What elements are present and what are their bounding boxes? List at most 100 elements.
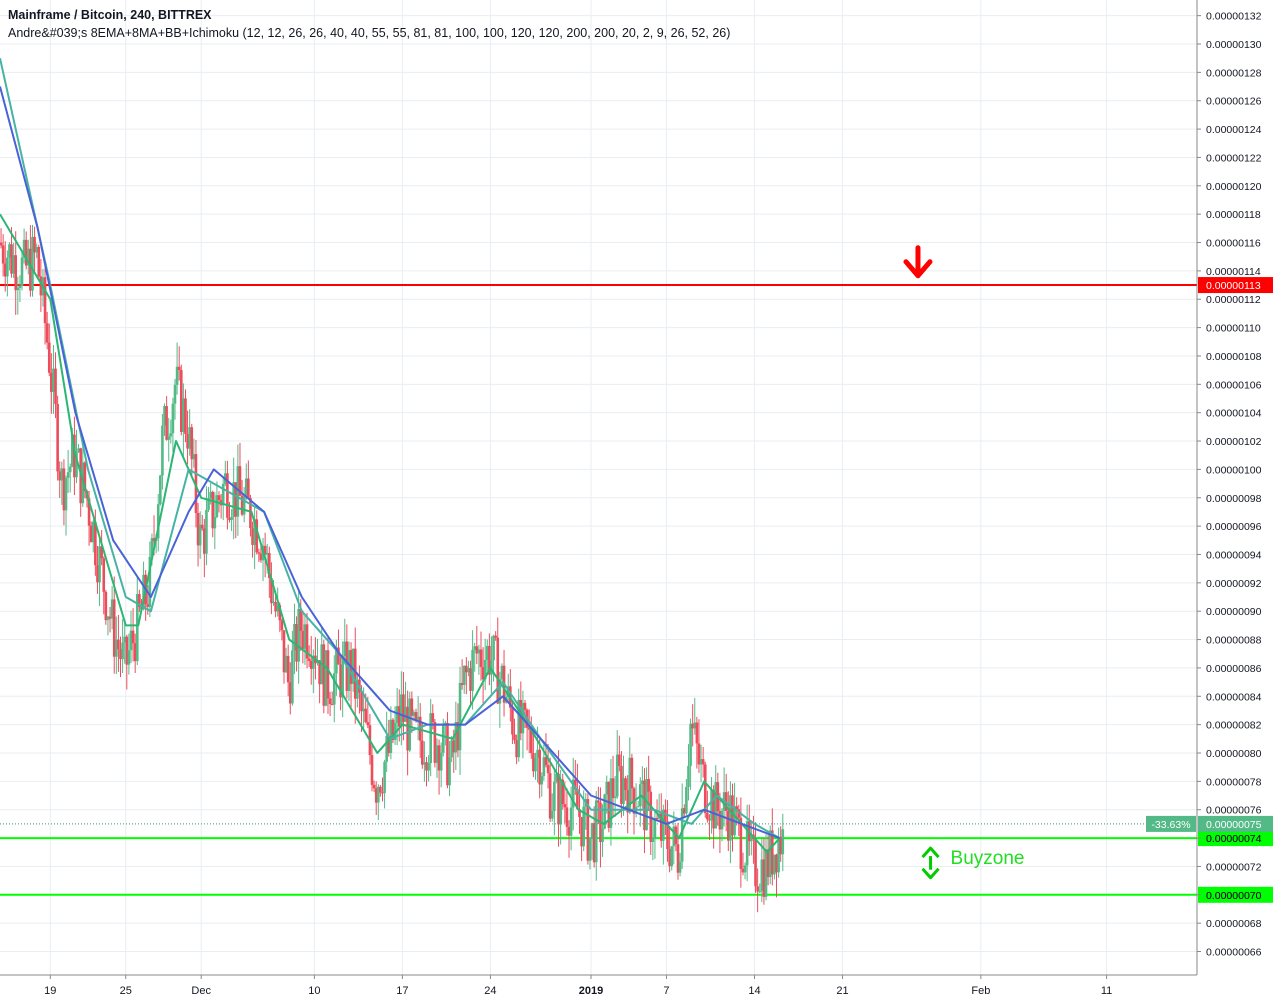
candle-body xyxy=(83,462,87,492)
candle-body xyxy=(682,808,686,814)
candle-body xyxy=(249,497,252,529)
price-tick-label: 0.00000118 xyxy=(1206,209,1261,221)
time-axis[interactable]: 19 25 Dec 10 17 24 2019 7 14 21 Feb 11 xyxy=(0,974,1197,997)
candle-body xyxy=(22,239,26,258)
candle-body xyxy=(299,608,303,631)
candle-body xyxy=(123,636,127,643)
candle-body xyxy=(360,692,363,712)
candle-body xyxy=(540,776,544,785)
indicator-legend[interactable]: Andre&#039;s 8EMA+8MA+BB+Ichimoku (12, 1… xyxy=(8,26,731,40)
candle-body xyxy=(659,813,663,841)
candle-body xyxy=(20,257,24,286)
price-axis[interactable]: 0.00000132 0.00000130 0.00000128 0.00000126… xyxy=(1196,0,1262,975)
candle-body xyxy=(332,673,336,705)
candle-body xyxy=(569,807,573,836)
candle-body xyxy=(251,528,254,545)
candle-body xyxy=(117,639,120,650)
candle-body xyxy=(582,806,585,847)
candle-body xyxy=(135,594,139,662)
candle-body xyxy=(703,764,707,814)
candle-body xyxy=(343,641,347,657)
candle-body xyxy=(636,806,640,808)
candle-body xyxy=(179,370,183,432)
candle-body xyxy=(739,817,743,869)
candle-body xyxy=(56,403,59,472)
candle-body xyxy=(421,740,424,765)
candle-body xyxy=(511,707,514,735)
down-arrow-shape xyxy=(903,245,933,279)
candle-body xyxy=(26,248,30,266)
candle-body xyxy=(754,838,757,887)
candle-body xyxy=(203,528,206,554)
candle-body xyxy=(8,244,11,258)
buyzone-arrow-head-top xyxy=(921,846,940,859)
time-tick-label: 14 xyxy=(748,985,760,997)
support-lower-price-label-bg xyxy=(1198,886,1273,903)
candle-body xyxy=(395,706,399,723)
time-tick-label: 17 xyxy=(396,985,408,997)
current-price-label-bg xyxy=(1198,815,1273,832)
candle-body xyxy=(590,823,594,838)
candle-body xyxy=(741,868,745,873)
candle-body xyxy=(142,574,145,610)
candle-body xyxy=(192,454,196,460)
resistance-price-label-bg xyxy=(1198,277,1273,294)
candle-body xyxy=(469,668,472,691)
candle-body xyxy=(196,512,200,546)
candle-body xyxy=(397,706,401,727)
support-upper-price-label-bg xyxy=(1198,830,1273,847)
candle-body xyxy=(708,819,711,821)
price-tick-label: 0.00000086 xyxy=(1206,663,1262,675)
candle-body xyxy=(131,630,135,644)
candle-body xyxy=(559,779,562,825)
candle-body xyxy=(548,773,552,819)
candle-body xyxy=(372,784,376,789)
candle-body xyxy=(324,650,328,706)
candle-body xyxy=(460,683,464,685)
candle-body xyxy=(406,706,409,751)
candle-body xyxy=(777,836,780,873)
candle-body xyxy=(374,788,378,803)
candle-body xyxy=(695,722,699,744)
candle-body xyxy=(282,630,286,673)
candle-body xyxy=(727,811,730,841)
candle-body xyxy=(775,854,778,873)
candle-body xyxy=(670,846,674,867)
candle-body xyxy=(18,285,22,288)
candle-body xyxy=(764,849,768,897)
candle-body xyxy=(429,713,432,764)
candle-body xyxy=(1,245,5,264)
price-tick-label: 0.00000130 xyxy=(1206,39,1262,51)
candle-body xyxy=(161,425,164,476)
candle-body xyxy=(77,448,80,453)
candle-body xyxy=(24,239,28,266)
candle-body xyxy=(387,736,391,753)
price-tick-label: 0.00000098 xyxy=(1206,493,1262,505)
candle-body xyxy=(50,372,53,392)
candle-body xyxy=(226,473,229,518)
candle-body xyxy=(215,495,219,517)
candle-body xyxy=(10,244,13,274)
candle-body xyxy=(96,565,99,583)
candle-body xyxy=(664,809,667,822)
candle-body xyxy=(326,650,330,699)
candle-body xyxy=(100,546,103,559)
price-tick-label: 0.00000114 xyxy=(1206,266,1261,278)
candle-body xyxy=(452,740,456,753)
candle-body xyxy=(247,478,250,498)
candle-body xyxy=(186,434,189,449)
candle-body xyxy=(33,236,36,253)
annotations: Buyzone xyxy=(903,245,1025,880)
candle-body xyxy=(762,859,766,897)
candle-body xyxy=(255,519,259,553)
price-tick-label: 0.00000094 xyxy=(1206,549,1262,561)
candle-body xyxy=(213,516,217,529)
candle-body xyxy=(555,773,558,782)
candle-body xyxy=(286,655,290,683)
candle-body xyxy=(710,789,713,821)
candle-body xyxy=(47,342,51,373)
candle-body xyxy=(666,821,669,849)
candle-body xyxy=(456,722,460,751)
